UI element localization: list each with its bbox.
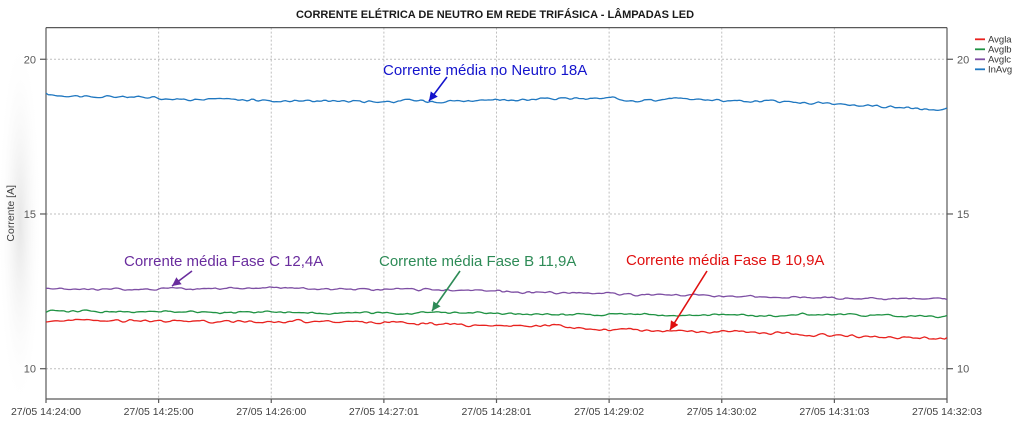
- svg-text:10: 10: [957, 364, 969, 376]
- svg-text:27/05 14:29:02: 27/05 14:29:02: [574, 406, 644, 418]
- svg-text:20: 20: [24, 54, 36, 66]
- svg-text:27/05 14:32:03: 27/05 14:32:03: [912, 406, 982, 418]
- svg-text:Corrente [A]: Corrente [A]: [5, 185, 17, 242]
- svg-text:15: 15: [24, 209, 36, 221]
- svg-text:27/05 14:28:01: 27/05 14:28:01: [461, 406, 531, 418]
- svg-text:15: 15: [957, 209, 969, 221]
- svg-text:Corrente média Fase C 12,4A: Corrente média Fase C 12,4A: [124, 253, 323, 270]
- svg-text:Corrente média no Neutro 18A: Corrente média no Neutro 18A: [383, 62, 587, 79]
- svg-text:10: 10: [24, 364, 36, 376]
- svg-text:Corrente média Fase B 10,9A: Corrente média Fase B 10,9A: [626, 252, 824, 269]
- svg-text:Corrente média Fase B 11,9A: Corrente média Fase B 11,9A: [379, 253, 576, 270]
- svg-text:27/05 14:27:01: 27/05 14:27:01: [349, 406, 419, 418]
- svg-text:27/05 14:31:03: 27/05 14:31:03: [799, 406, 869, 418]
- svg-text:27/05 14:30:02: 27/05 14:30:02: [687, 406, 757, 418]
- svg-text:27/05 14:26:00: 27/05 14:26:00: [236, 406, 306, 418]
- svg-text:27/05 14:25:00: 27/05 14:25:00: [124, 406, 194, 418]
- svg-text:20: 20: [957, 54, 969, 66]
- svg-text:InAvg: InAvg: [988, 65, 1012, 76]
- svg-text:27/05 14:24:00: 27/05 14:24:00: [11, 406, 81, 418]
